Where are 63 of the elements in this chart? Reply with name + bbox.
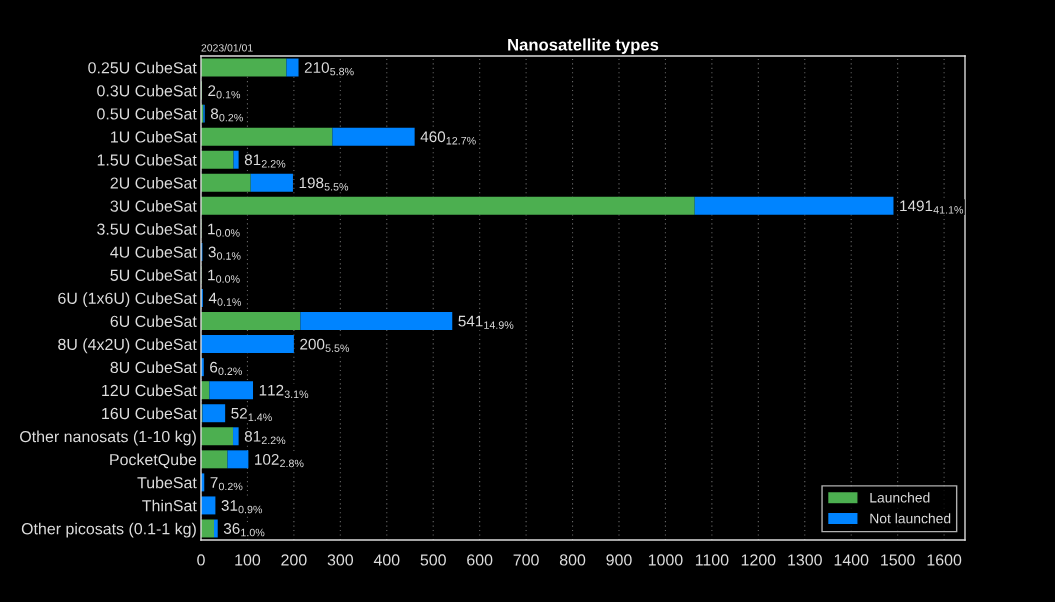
total-label: 6$_{0.2%}$ [210,361,242,375]
x-tick-label: 0 [197,554,205,566]
total-label: 3$_{0.1%}$ [208,246,241,260]
y-tick-label: 1U CubeSat [111,130,197,143]
y-tick-label: Other nanosats (1-10 kg) [20,430,196,446]
y-tick-label: 4U CubeSat [110,246,197,258]
y-tick-label: Other picosats (0.1-1 kg) [21,522,196,538]
x-tick-label: 600 [467,554,493,566]
total-label: 8$_{0.2%}$ [210,108,243,122]
total-label: 81$_{2.2%}$ [244,430,286,445]
x-tick-label: 700 [513,554,539,566]
y-tick-label: 16U CubeSat [102,407,197,420]
x-tick-label: 1100 [695,554,729,566]
y-tick-label: 1.5U CubeSat [97,153,197,166]
x-tick-label: 800 [559,554,586,566]
y-tick-label: 5U CubeSat [110,269,197,281]
total-label: 81$_{2.2%}$ [244,154,286,168]
y-tick-label: 0.3U CubeSat [97,84,197,97]
x-tick-label: 900 [606,554,632,566]
y-tick-label: TubeSat [137,476,197,489]
total-label: 541$_{14.9%}$ [458,315,514,329]
total-label: 200$_{5.5%}$ [300,338,350,352]
total-label: 198$_{5.5%}$ [299,177,349,191]
legend-label: Launched [870,492,930,503]
total-label: 36$_{1.0%}$ [223,523,265,537]
total-label: 102$_{2.8%}$ [255,453,304,468]
x-tick-label: 1300 [788,554,822,566]
y-tick-label: 8U (4x2U) CubeSat [58,338,197,354]
total-label: 1$_{0.0%}$ [208,269,240,283]
chart-title: Nanosatellite types [508,38,659,54]
y-tick-label: 12U CubeSat [102,384,197,397]
y-tick-label: 3.5U CubeSat [97,223,197,235]
text: 2023/01/01 [201,43,253,52]
legend-label: Not launched [870,513,951,524]
x-tick-label: 400 [373,554,400,566]
total-label: 1$_{0.0%}$ [208,223,240,237]
x-tick-label: 100 [235,554,261,566]
y-tick-label: 6U (1x6U) CubeSat [58,292,197,308]
total-label: 4$_{0.1%}$ [208,292,242,306]
y-tick-label: 3U CubeSat [110,200,197,212]
x-tick-label: 1500 [881,554,915,566]
x-tick-label: 1000 [648,554,683,566]
x-tick-label: 1200 [741,554,776,566]
total-label: 2$_{0.1%}$ [208,85,241,99]
y-tick-label: 0.25U CubeSat [88,61,197,74]
total-label: 210$_{5.8%}$ [304,62,354,76]
y-tick-label: 8U CubeSat [110,361,197,374]
total-label: 52$_{1.4%}$ [231,407,272,422]
y-tick-label: 2U CubeSat [110,176,197,189]
total-label: 112$_{3.1%}$ [259,384,309,399]
total-label: 31$_{0.9%}$ [221,500,263,514]
y-tick-label: ThinSat [142,499,197,512]
x-tick-label: 1600 [927,554,962,566]
total-label: 460$_{12.7%}$ [420,131,476,145]
x-tick-label: 500 [420,554,446,566]
x-tick-label: 200 [281,554,307,566]
y-tick-label: 6U CubeSat [110,315,197,327]
y-tick-label: 0.5U CubeSat [97,107,197,120]
total-label: 7$_{0.2%}$ [210,477,243,491]
y-tick-label: PocketQube [110,453,197,469]
total-label: 1491$_{41.1%}$ [900,200,964,214]
x-tick-label: 1400 [834,554,869,566]
x-tick-label: 300 [327,554,354,566]
